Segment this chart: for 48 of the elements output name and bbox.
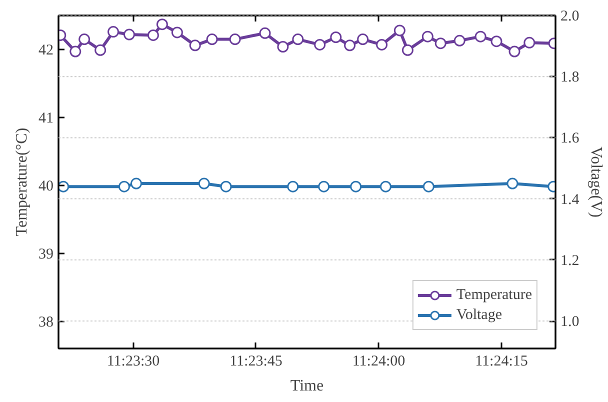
point	[490, 36, 502, 48]
point	[394, 24, 406, 36]
y2-tick-label: 1.6	[560, 130, 580, 147]
point	[434, 38, 446, 50]
legend-label: Temperature	[456, 286, 532, 304]
point	[70, 46, 82, 58]
x-tick-label: 11:24:15	[475, 354, 528, 370]
point	[508, 46, 520, 58]
point	[422, 30, 434, 42]
x-tick-label: 11:23:45	[230, 354, 282, 370]
point	[357, 34, 369, 46]
y2-tick-label: 1.0	[560, 314, 580, 330]
point	[524, 36, 536, 48]
x-tick-label: 11:23:30	[106, 354, 160, 370]
point	[330, 32, 342, 43]
point	[314, 38, 326, 50]
y-tick-label: 42	[38, 42, 54, 58]
point	[78, 34, 90, 46]
x-tick-label: 11:24:00	[352, 354, 406, 370]
y-tick-label: 40	[38, 178, 54, 194]
y2-axis-title: Voltage(V)	[587, 146, 604, 218]
point	[229, 34, 241, 46]
point	[189, 40, 201, 52]
point	[171, 26, 183, 38]
point	[156, 18, 168, 30]
point	[292, 34, 304, 46]
y2-tick-label: 2.0	[560, 8, 580, 24]
point	[108, 26, 120, 38]
point	[277, 41, 289, 52]
point	[474, 30, 486, 42]
point	[344, 40, 356, 52]
y-axis-title: Temperature(°C)	[14, 128, 30, 236]
point	[376, 38, 388, 50]
y2-tick-label: 1.2	[560, 252, 580, 269]
point	[259, 27, 271, 39]
y-tick-label: 41	[38, 110, 54, 126]
legend-label: Voltage	[456, 306, 502, 324]
point	[454, 34, 466, 46]
point	[147, 29, 159, 41]
y-tick-label: 39	[38, 246, 54, 262]
point	[402, 44, 414, 56]
point	[206, 34, 218, 46]
point	[94, 44, 106, 56]
y2-tick-label: 1.8	[560, 70, 580, 86]
point	[123, 28, 135, 40]
y2-tick-label: 1.4	[560, 192, 580, 208]
x-axis-title: Time	[290, 378, 324, 394]
y-tick-label: 38	[38, 314, 54, 330]
